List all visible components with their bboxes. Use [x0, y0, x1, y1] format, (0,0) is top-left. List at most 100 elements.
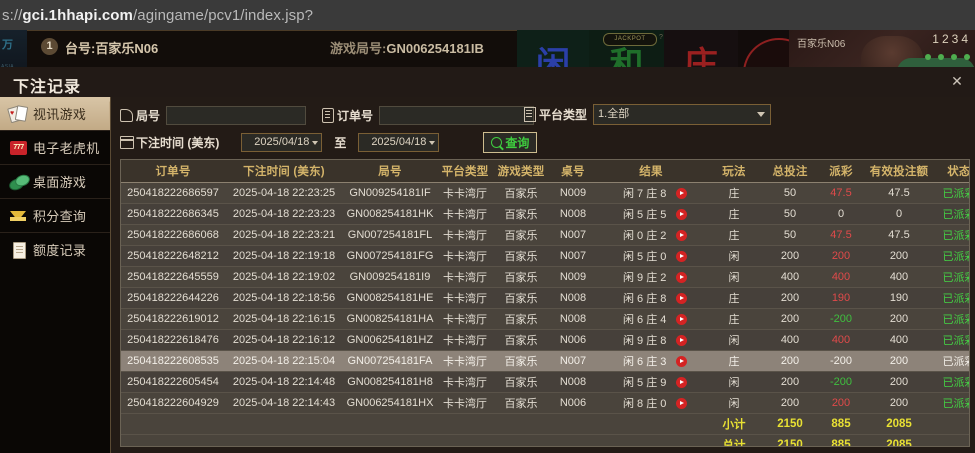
calendar-icon [120, 135, 134, 149]
round-input[interactable] [166, 105, 307, 125]
col-table-no[interactable]: 桌号 [549, 160, 597, 183]
cell-round-no: GN008254181HE [343, 287, 437, 309]
browser-url-bar[interactable]: s://gci.1hhapi.com/agingame/pcv1/index.j… [0, 0, 975, 30]
play-video-icon[interactable] [675, 356, 687, 367]
play-video-icon[interactable] [675, 272, 687, 283]
cell-result: 闲 6 庄 8 [597, 287, 705, 309]
sidebar-item-table-games[interactable]: 桌面游戏 [0, 165, 110, 199]
play-video-icon[interactable] [675, 377, 687, 388]
table-row[interactable]: 250418222604929 2025-04-18 22:14:43 GN0062… [121, 392, 969, 414]
sidebar-item-label: 电子老虎机 [33, 141, 100, 156]
table-row[interactable]: 250418222605454 2025-04-18 22:14:48 GN0082… [121, 371, 969, 393]
col-bet-time[interactable]: 下注时间 (美东) [225, 160, 343, 183]
date-from-value: 2025/04/18 [254, 135, 310, 148]
chevron-down-icon [429, 140, 436, 145]
cell-total-bet: 200 [763, 245, 817, 267]
jackpot-help-icon[interactable]: ? [659, 34, 663, 41]
date-from-input[interactable]: 2025/04/18 [241, 132, 323, 152]
url-path: /agingame/pcv1/index.jsp? [133, 6, 314, 24]
dialog-header: 下注记录 ✕ [0, 67, 975, 97]
table-row[interactable]: 250418222618476 2025-04-18 22:16:12 GN0062… [121, 329, 969, 351]
col-total-bet[interactable]: 总投注 [763, 160, 817, 183]
cell-payout: -200 [817, 371, 865, 393]
cell-round-no: GN008254181HK [343, 203, 437, 225]
sidebar-item-label: 额度记录 [33, 243, 87, 258]
play-video-icon[interactable] [675, 251, 687, 262]
date-to-input[interactable]: 2025/04/18 [358, 132, 440, 152]
play-video-icon[interactable] [675, 209, 687, 220]
platform-select[interactable]: 1.全部 [593, 103, 772, 125]
slot-machine-icon: 777 [9, 138, 28, 157]
play-video-icon[interactable] [675, 335, 687, 346]
cell-order-no: 250418222619012 [121, 308, 225, 330]
cell-table-no: N009 [549, 266, 597, 288]
cell-order-no: 250418222608535 [121, 350, 225, 372]
play-video-icon[interactable] [675, 398, 687, 409]
filter-order-label: 订单号 [337, 108, 374, 123]
url-text[interactable]: s://gci.1hhapi.com/agingame/pcv1/index.j… [0, 7, 313, 24]
total-valid: 2085 [865, 413, 933, 435]
date-to-value: 2025/04/18 [371, 135, 427, 148]
cell-play-type: 闲 [705, 266, 763, 288]
cell-order-no: 250418222686597 [121, 182, 225, 204]
table-row[interactable]: 250418222686068 2025-04-18 22:23:21 GN0072… [121, 224, 969, 246]
filter-time-group: 下注时间 (美东) 2025/04/18 至 2025/04/18 查询 [120, 130, 538, 154]
play-video-icon[interactable] [675, 314, 687, 325]
col-play-type[interactable]: 玩法 [705, 160, 763, 183]
cell-play-type: 庄 [705, 287, 763, 309]
cell-total-bet: 50 [763, 203, 817, 225]
table-row[interactable]: 250418222608535 2025-04-18 22:15:04 GN0072… [121, 350, 969, 372]
table-row[interactable]: 250418222686345 2025-04-18 22:23:23 GN0082… [121, 203, 969, 225]
sidebar-item-live-games[interactable]: ♥ 视讯游戏 [0, 97, 119, 131]
cell-game-type: 百家乐 [493, 266, 549, 288]
sidebar-item-slots[interactable]: 777 电子老虎机 [0, 131, 110, 165]
order-input[interactable] [379, 105, 535, 125]
cell-valid-bet: 0 [865, 203, 933, 225]
col-payout[interactable]: 派彩 [817, 160, 865, 183]
cell-platform: 卡卡湾厅 [437, 350, 493, 372]
platform-select-value: 1.全部 [598, 107, 630, 120]
col-platform[interactable]: 平台类型 [437, 160, 493, 183]
play-video-icon[interactable] [675, 230, 687, 241]
sidebar-item-points[interactable]: 积分查询 [0, 199, 110, 233]
cell-valid-bet: 47.5 [865, 224, 933, 246]
col-game-type[interactable]: 游戏类型 [493, 160, 549, 183]
grandtotal-row: 总计 2150 885 2085 [121, 434, 969, 446]
cell-result: 闲 9 庄 2 [597, 266, 705, 288]
total-bet: 2150 [763, 434, 817, 446]
cell-round-no: GN008254181H8 [343, 371, 437, 393]
col-result[interactable]: 结果 [597, 160, 705, 183]
cell-round-no: GN006254181HZ [343, 329, 437, 351]
url-domain: gci.1hhapi.com [22, 6, 133, 24]
status-badge: 已派彩 [933, 287, 969, 309]
col-round-no[interactable]: 局号 [343, 160, 437, 183]
table-row[interactable]: 250418222686597 2025-04-18 22:23:25 GN0092… [121, 182, 969, 204]
search-button[interactable]: 查询 [483, 131, 538, 153]
table-header-row: 订单号 下注时间 (美东) 局号 平台类型 游戏类型 桌号 结果 玩法 总投注 … [121, 160, 969, 183]
table-row[interactable]: 250418222645559 2025-04-18 22:19:02 GN0092… [121, 266, 969, 288]
cell-payout: 47.5 [817, 224, 865, 246]
sidebar: ♥ 视讯游戏 777 电子老虎机 桌面游戏 积分查询 额度记录 [0, 97, 119, 453]
cell-valid-bet: 200 [865, 392, 933, 414]
table-row[interactable]: 250418222648212 2025-04-18 22:19:18 GN0072… [121, 245, 969, 267]
col-valid-bet[interactable]: 有效投注额 [865, 160, 933, 183]
col-order-no[interactable]: 订单号 [121, 160, 225, 183]
close-icon[interactable]: ✕ [951, 73, 963, 89]
table-row[interactable]: 250418222644226 2025-04-18 22:18:56 GN0082… [121, 287, 969, 309]
cell-table-no: N008 [549, 308, 597, 330]
cell-play-type: 庄 [705, 350, 763, 372]
cell-total-bet: 200 [763, 308, 817, 330]
play-video-icon[interactable] [675, 293, 687, 304]
cell-play-type: 庄 [705, 224, 763, 246]
table-row[interactable]: 250418222619012 2025-04-18 22:16:15 GN0082… [121, 308, 969, 330]
cell-payout: 0 [817, 203, 865, 225]
status-badge: 已派彩 [933, 392, 969, 414]
col-status[interactable]: 状态 [933, 160, 969, 183]
cell-play-type: 闲 [705, 329, 763, 351]
cell-round-no: GN009254181IF [343, 182, 437, 204]
play-video-icon[interactable] [675, 188, 687, 199]
round-number-value: GN006254181IB [386, 41, 484, 56]
cell-total-bet: 200 [763, 287, 817, 309]
cell-valid-bet: 400 [865, 266, 933, 288]
bet-records-table-container[interactable]: 订单号 下注时间 (美东) 局号 平台类型 游戏类型 桌号 结果 玩法 总投注 … [120, 159, 970, 447]
